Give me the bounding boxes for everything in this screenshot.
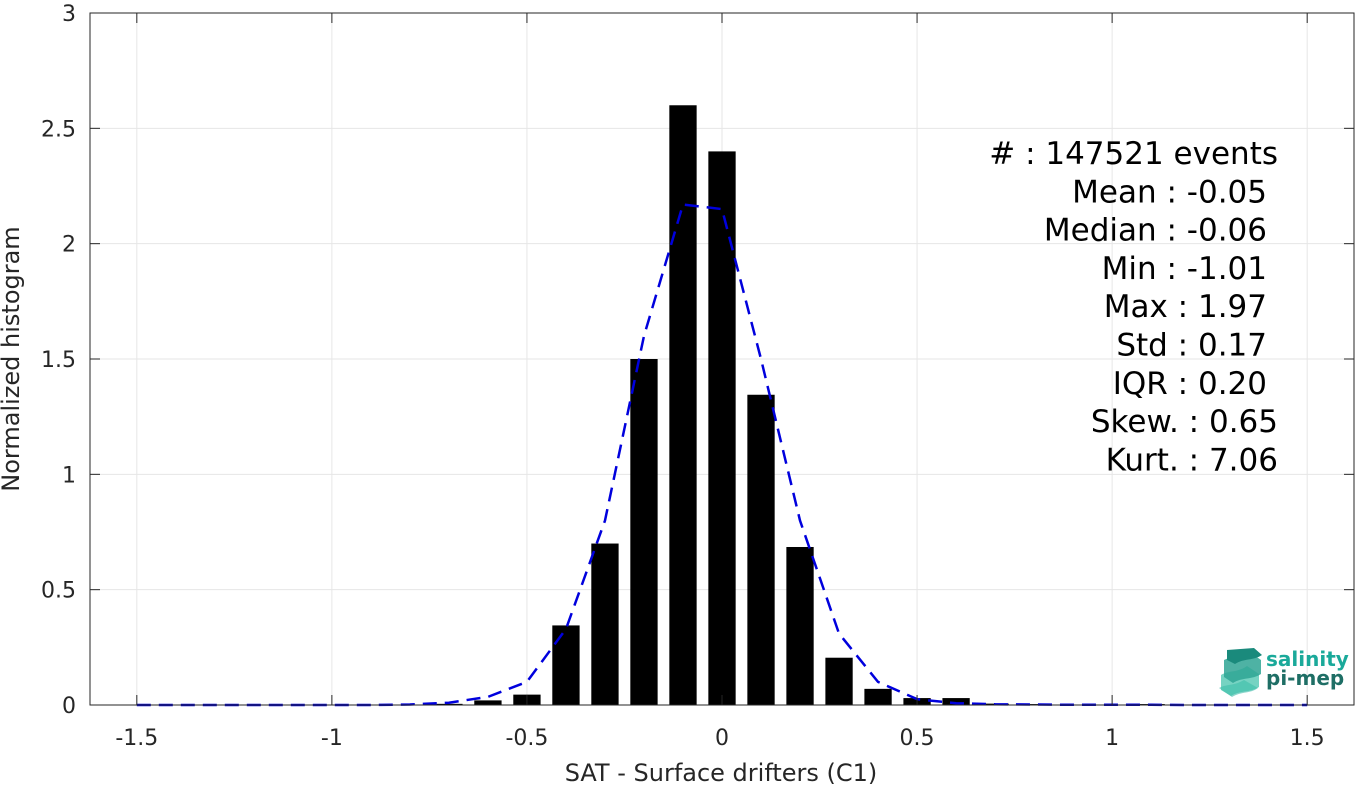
logo-wave-icon (1219, 648, 1262, 697)
x-tick-label-4: 0.5 (900, 726, 935, 751)
x-axis-label: SAT - Surface drifters (C1) (565, 759, 878, 785)
y-tick-label-0: 0 (62, 694, 76, 719)
salinity-pi-mep-logo: salinity pi-mep (1219, 647, 1349, 697)
histogram-bar-17 (786, 546, 814, 705)
histogram-bar-18 (825, 657, 853, 705)
histogram-bar-19 (864, 688, 892, 705)
histogram-bar-21 (942, 698, 970, 705)
stats-line-6: IQR : 0.20 (1113, 366, 1267, 402)
histogram-bar-12 (591, 543, 619, 705)
y-tick-label-5: 2.5 (41, 117, 76, 142)
histogram-bar-16 (747, 394, 775, 705)
x-tick-label-3: 0 (715, 726, 729, 751)
histogram-bar-15 (708, 151, 736, 705)
y-tick-label-3: 1.5 (41, 348, 76, 373)
logo-line1: salinity (1266, 647, 1349, 671)
y-tick-label-4: 2 (62, 233, 76, 258)
logo-line2: pi-mep (1266, 666, 1344, 690)
stats-line-8: Kurt. : 7.06 (1106, 442, 1278, 478)
stats-line-5: Std : 0.17 (1116, 328, 1267, 364)
histogram-bar-13 (630, 359, 658, 705)
y-tick-labels: 0 0.5 1 1.5 2 2.5 3 (41, 2, 76, 719)
y-axis-label: Normalized histogram (0, 226, 25, 491)
x-tick-label-5: 1 (1105, 726, 1119, 751)
y-tick-label-6: 3 (62, 2, 76, 27)
stats-line-0: # : 147521 events (989, 136, 1278, 172)
x-tick-label-1: -1 (321, 726, 343, 751)
histogram-bar-14 (669, 105, 697, 706)
histogram-bar-8 (435, 703, 463, 705)
x-tick-label-6: 1.5 (1290, 726, 1325, 751)
stats-line-7: Skew. : 0.65 (1091, 404, 1278, 440)
x-tick-label-0: -1.5 (115, 726, 158, 751)
stats-line-2: Median : -0.06 (1044, 213, 1267, 249)
stats-line-3: Min : -1.01 (1102, 251, 1267, 287)
x-tick-label-2: -0.5 (505, 726, 548, 751)
stats-line-4: Max : 1.97 (1104, 289, 1267, 325)
axis-ticks (90, 12, 1354, 706)
histogram-bar-9 (474, 700, 502, 705)
x-tick-labels: -1.5 -1 -0.5 0 0.5 1 1.5 (115, 726, 1324, 751)
y-tick-label-2: 1 (62, 463, 76, 488)
stats-line-1: Mean : -0.05 (1072, 174, 1267, 210)
y-tick-label-1: 0.5 (41, 579, 76, 604)
histogram-bar-11 (552, 625, 580, 705)
